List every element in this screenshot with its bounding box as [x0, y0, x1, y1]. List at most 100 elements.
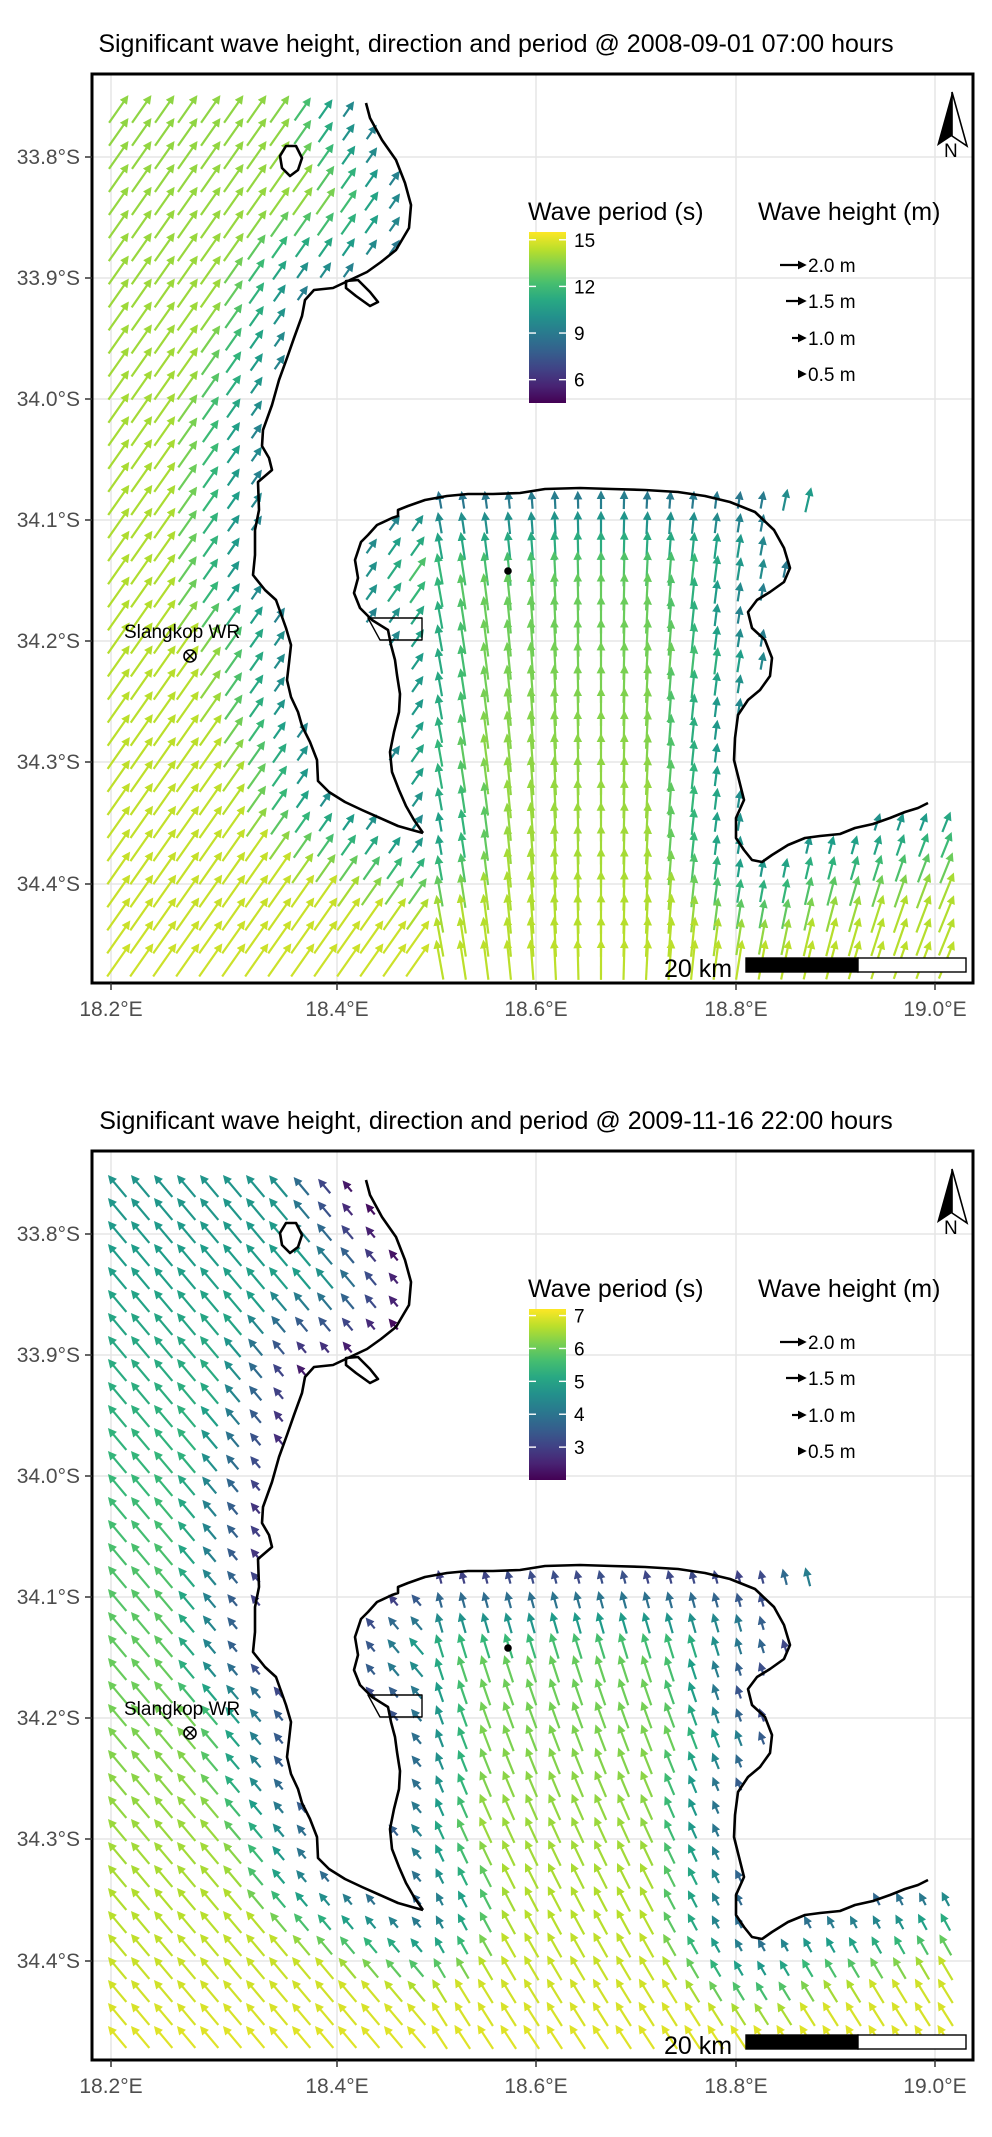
wave-arrow [179, 1752, 196, 1772]
wave-arrow [133, 1223, 150, 1243]
wave-arrow [598, 1614, 604, 1633]
wave-arrow [131, 762, 152, 792]
wave-arrow [502, 1981, 516, 2003]
wave-arrow [413, 1711, 422, 1721]
height-legend-title: Wave height (m) [758, 198, 940, 226]
wave-arrow [275, 1366, 284, 1376]
wave-arrow [389, 839, 399, 853]
wave-arrow [642, 1796, 652, 1819]
wave-arrow [737, 560, 740, 581]
wave-arrow [223, 763, 243, 792]
wave-arrow [179, 1913, 196, 1933]
wave-arrow [178, 120, 196, 146]
wave-arrow [508, 514, 510, 534]
wave-arrow [620, 1704, 629, 1728]
wave-arrow [202, 375, 218, 397]
wave-arrow [642, 1727, 651, 1751]
wave-arrow [132, 189, 150, 215]
wave-arrow [274, 1848, 284, 1860]
wave-arrow [201, 649, 220, 676]
wave-arrow [156, 1614, 173, 1634]
wave-arrow [298, 1343, 306, 1353]
wave-arrow [365, 1939, 377, 1953]
wave-arrow [578, 942, 579, 980]
wave-arrow [779, 2005, 792, 2025]
wave-arrow [893, 1981, 907, 2003]
wave-arrow [667, 1615, 672, 1633]
wave-arrow [480, 1936, 491, 1956]
wave-arrow [179, 1269, 196, 1289]
wave-arrow [916, 1981, 930, 2003]
wave-arrow [297, 1319, 308, 1332]
wave-arrow [850, 1939, 858, 1953]
wave-arrow [895, 1938, 904, 1954]
wave-arrow [617, 1981, 631, 2003]
wave-arrow [202, 1982, 219, 2002]
wave-arrow [251, 355, 262, 370]
wave-arrow [178, 281, 197, 308]
wave-arrow [596, 1773, 606, 1797]
wave-arrow [870, 2004, 884, 2026]
wave-arrow [438, 674, 442, 696]
wave-arrow [434, 1981, 447, 2002]
height-key-label: 2.0 m [808, 256, 856, 277]
wave-arrow [390, 1298, 397, 1307]
wave-arrow [225, 282, 241, 305]
wave-arrow [554, 1572, 557, 1583]
wave-vector-field [110, 1177, 953, 2049]
wave-arrow [225, 1936, 242, 1956]
wave-arrow [344, 1344, 351, 1353]
wave-arrow [389, 1940, 400, 1953]
wave-arrow [438, 814, 441, 831]
wave-arrow [132, 235, 150, 261]
wave-arrow [363, 1982, 380, 2002]
wave-arrow [573, 1727, 582, 1751]
wave-arrow [367, 127, 376, 139]
wave-arrow [714, 535, 717, 559]
wave-arrow [548, 2027, 562, 2049]
wave-arrow [133, 1384, 150, 1404]
wave-arrow [366, 817, 375, 830]
wave-arrow [226, 1800, 240, 1816]
wave-arrow [828, 1918, 834, 1928]
scale-bar-white [858, 2035, 966, 2049]
wave-arrow [572, 1935, 585, 1958]
wave-arrow [920, 1895, 925, 1905]
wave-arrow [738, 861, 741, 877]
wave-arrow [713, 1755, 719, 1769]
wave-arrow [919, 1916, 926, 1930]
wave-arrow [203, 537, 216, 556]
scale-bar: 20 km [664, 955, 966, 983]
wave-arrow [298, 1850, 305, 1859]
wave-arrow [647, 493, 648, 508]
wave-arrow [247, 120, 265, 146]
wave-arrow [133, 1476, 150, 1496]
wave-arrow [338, 878, 358, 906]
wave-arrow [248, 1223, 265, 1243]
wave-arrow [715, 768, 717, 786]
wave-arrow [411, 538, 423, 555]
wave-arrow [409, 559, 424, 581]
wave-arrow [343, 126, 353, 140]
wave-arrow [179, 1407, 196, 1427]
wave-arrow [456, 2027, 470, 2049]
wave-arrow [156, 1752, 173, 1772]
wave-arrow [412, 770, 422, 785]
y-tick-label: 34.3°S [17, 751, 80, 774]
wave-arrow [848, 1982, 861, 2003]
wave-arrow [202, 351, 218, 374]
wave-arrow [227, 401, 239, 418]
wave-arrow [577, 1572, 580, 1583]
wave-arrow [224, 212, 242, 238]
wave-arrow [827, 1939, 834, 1952]
wave-arrow [409, 2005, 426, 2025]
wave-arrow [364, 1960, 378, 1977]
wave-arrow [366, 1251, 375, 1262]
wave-arrow [481, 1843, 492, 1865]
wave-arrow [342, 1249, 354, 1263]
wave-arrow [156, 1959, 173, 1979]
wave-arrow [227, 447, 238, 463]
wave-arrow [343, 1917, 353, 1929]
wave-arrow [202, 1384, 218, 1403]
wave-arrow [275, 1389, 283, 1399]
